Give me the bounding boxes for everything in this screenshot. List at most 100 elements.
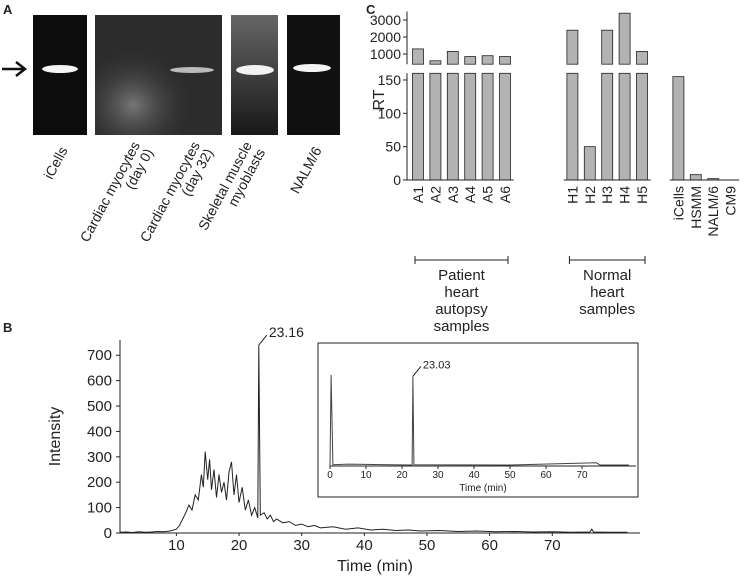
lane-label: NALM/6 — [287, 144, 325, 196]
y-tick-label: 150 — [378, 72, 402, 88]
annotation: 23.03 — [423, 359, 451, 371]
bar — [499, 72, 511, 181]
bar — [601, 72, 614, 181]
x-tick-label: H4 — [617, 186, 633, 204]
annotation: 23.16 — [269, 324, 304, 340]
bar — [446, 51, 459, 65]
bar — [636, 51, 648, 65]
bar — [481, 55, 494, 65]
y-tick-label: 400 — [87, 423, 112, 440]
bar — [618, 12, 631, 65]
lane-label: iCells — [40, 144, 70, 182]
lane-label-group: iCells — [40, 144, 70, 182]
x-tick-label: 70 — [544, 537, 561, 554]
bar — [499, 56, 511, 65]
x-tick-label: CM9 — [723, 186, 739, 216]
y-axis-label: Intensity — [47, 407, 64, 467]
x-tick-label: A4 — [462, 186, 478, 203]
bar — [601, 29, 614, 65]
x-tick-label: A6 — [497, 186, 513, 203]
bar — [566, 29, 579, 65]
gel-lane — [33, 15, 87, 135]
annotation-leader — [258, 334, 268, 346]
y-tick-label: 100 — [378, 105, 402, 121]
arrow — [2, 61, 28, 77]
inset-frame — [317, 342, 639, 498]
bar — [446, 72, 459, 181]
bar — [464, 56, 477, 65]
y-tick-label: 600 — [87, 373, 112, 390]
y-tick-label: 700 — [87, 347, 112, 364]
panel-label: A — [3, 2, 13, 17]
y-tick-label: 0 — [393, 172, 401, 188]
y-tick-label: 50 — [385, 139, 401, 155]
x-tick-label: 70 — [576, 470, 588, 481]
x-tick-label: 40 — [468, 470, 480, 481]
bar — [672, 76, 685, 181]
x-tick-label: A2 — [427, 186, 443, 203]
bar — [412, 72, 424, 181]
x-axis-label: Time (min) — [337, 558, 413, 575]
gel-band — [170, 67, 214, 73]
bar — [429, 60, 442, 65]
x-tick-label: 10 — [360, 470, 372, 481]
data-line — [329, 374, 629, 467]
x-tick-label: H5 — [634, 186, 650, 204]
x-tick-label: 50 — [419, 537, 436, 554]
x-tick-label: A1 — [410, 186, 426, 203]
gel — [2, 15, 340, 135]
y-tick-label: 2000 — [370, 29, 401, 45]
x-tick-label: iCells — [670, 186, 686, 220]
bar — [429, 72, 442, 181]
x-tick-label: 60 — [481, 537, 498, 554]
x-tick-label: 0 — [327, 470, 333, 481]
gel-lane — [287, 15, 340, 135]
gel-band — [293, 64, 331, 72]
x-axis-label: Time (min) — [459, 483, 506, 494]
y-tick-label: 0 — [104, 525, 112, 542]
x-tick-label: 20 — [396, 470, 408, 481]
group-bracket — [568, 256, 646, 264]
x-tick-label: 40 — [356, 537, 373, 554]
group-label: Patient heart autopsy samples — [434, 267, 490, 335]
panel-label: C — [366, 2, 376, 17]
y-tick-label: 200 — [87, 474, 112, 491]
bar — [566, 72, 579, 181]
y-tick-label: 300 — [87, 449, 112, 466]
gel-band — [42, 65, 78, 73]
lane-label-group: NALM/6 — [287, 144, 325, 196]
bar — [481, 72, 494, 181]
gel-smear — [95, 15, 222, 135]
x-tick-label: H3 — [599, 186, 615, 204]
y-tick-label: 500 — [87, 398, 112, 415]
bar — [464, 72, 477, 181]
panel-label: B — [3, 320, 12, 335]
x-tick-label: H1 — [564, 186, 580, 204]
bar — [689, 174, 702, 181]
x-tick-label: HSMM — [688, 186, 704, 229]
x-tick-label: NALM/6 — [705, 186, 721, 237]
data-line — [119, 345, 628, 534]
annotation-leader — [412, 365, 422, 377]
group-bracket — [414, 256, 509, 264]
bar — [583, 146, 596, 181]
gel-lane — [231, 15, 278, 135]
x-tick-label: A5 — [480, 186, 496, 203]
x-tick-label: 50 — [504, 470, 516, 481]
x-tick-label: H2 — [582, 186, 598, 204]
bar — [636, 72, 648, 181]
x-tick-label: 30 — [432, 470, 444, 481]
y-tick-label: 100 — [87, 500, 112, 517]
x-tick-label: 20 — [231, 537, 248, 554]
x-tick-label: 60 — [540, 470, 552, 481]
gel-band — [236, 65, 274, 75]
x-tick-label: A3 — [445, 186, 461, 203]
bar — [412, 48, 424, 65]
y-tick-label: 1000 — [370, 46, 401, 62]
x-tick-label: 30 — [293, 537, 310, 554]
y-axis-label: RT — [371, 89, 388, 110]
y-tick-label: 3000 — [370, 12, 401, 28]
group-label: Normal heart samples — [579, 267, 635, 318]
x-tick-label: 10 — [168, 537, 185, 554]
